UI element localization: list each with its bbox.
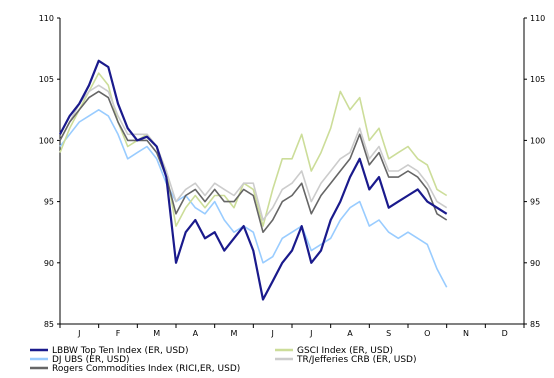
y-tick-label-right: 105 bbox=[530, 75, 545, 84]
series-line-1 bbox=[59, 109, 448, 288]
legend-label: GSCI Index (ER, USD) bbox=[297, 346, 393, 356]
x-tick-label: J bbox=[270, 329, 273, 338]
legend: LBBW Top Ten Index (ER, USD)DJ UBS (ER, … bbox=[30, 346, 417, 374]
legend-label: LBBW Top Ten Index (ER, USD) bbox=[52, 346, 188, 356]
series-line-3 bbox=[59, 72, 448, 227]
y-tick-label-left: 90 bbox=[44, 259, 54, 268]
x-tick-label: S bbox=[386, 329, 391, 338]
x-tick-label: J bbox=[309, 329, 312, 338]
y-tick-label-right: 95 bbox=[530, 198, 540, 207]
y-tick-label-left: 105 bbox=[39, 75, 54, 84]
x-tick-label: F bbox=[116, 329, 121, 338]
legend-label: DJ UBS (ER, USD) bbox=[52, 355, 130, 365]
x-tick-label: A bbox=[193, 329, 199, 338]
series-line-2 bbox=[59, 90, 448, 233]
x-tick-label: J bbox=[77, 329, 80, 338]
y-tick-label-left: 110 bbox=[39, 14, 54, 23]
axes: 85 85 90 90 95 95 100 100 105 105 110 110 J F M A M J J A S O… bbox=[39, 14, 546, 338]
y-tick-label-right: 110 bbox=[530, 14, 545, 23]
y-tick-label-right: 85 bbox=[530, 320, 540, 329]
y-tick-label-left: 95 bbox=[44, 198, 54, 207]
y-tick-label-right: 100 bbox=[530, 136, 545, 145]
legend-label: TR/Jefferies CRB (ER, USD) bbox=[296, 355, 417, 365]
y-tick-label-left: 100 bbox=[39, 136, 54, 145]
series-line-4 bbox=[59, 84, 448, 221]
x-tick-label: M bbox=[153, 329, 160, 338]
y-tick-label-right: 90 bbox=[530, 259, 540, 268]
x-tick-label: O bbox=[424, 329, 430, 338]
series-line-0 bbox=[59, 59, 448, 301]
x-tick-label: A bbox=[347, 329, 353, 338]
y-tick-label-left: 85 bbox=[44, 320, 54, 329]
legend-label: Rogers Commodities Index (RICI,ER, USD) bbox=[52, 364, 240, 374]
x-tick-label: N bbox=[463, 329, 469, 338]
series-lines bbox=[59, 59, 448, 301]
x-tick-label: D bbox=[502, 329, 508, 338]
x-tick-label: M bbox=[231, 329, 238, 338]
